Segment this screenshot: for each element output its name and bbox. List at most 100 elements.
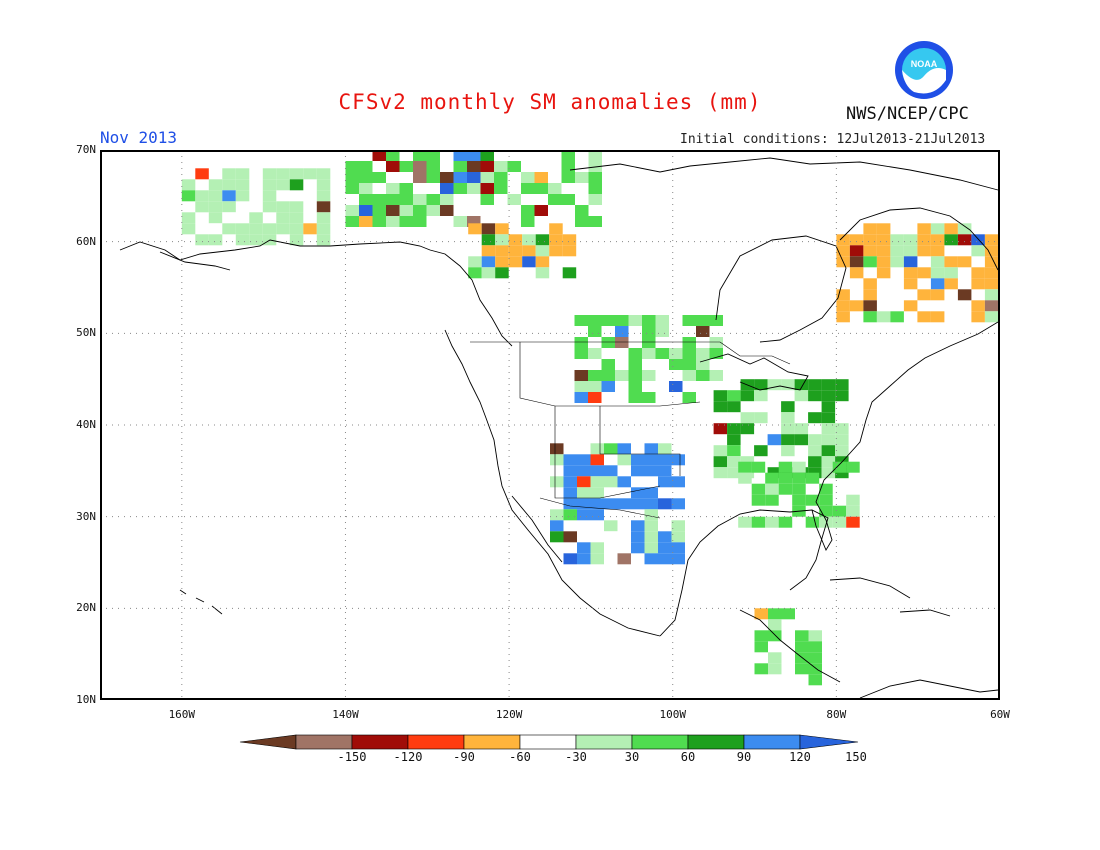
anomaly-cell xyxy=(890,256,904,268)
anomaly-cell xyxy=(181,212,196,224)
anomaly-cell xyxy=(604,476,618,488)
anomaly-cell xyxy=(751,483,766,495)
anomaly-cell xyxy=(468,256,482,268)
colorbar-tick-label: -120 xyxy=(393,750,423,764)
anomaly-cell xyxy=(467,216,481,227)
chart-title: CFSv2 monthly SM anomalies (mm) xyxy=(338,90,762,114)
anomaly-cell xyxy=(359,205,373,216)
anomaly-cell xyxy=(944,278,958,290)
anomaly-cell xyxy=(644,498,658,510)
anomaly-cell xyxy=(617,553,631,565)
anomaly-cell xyxy=(413,216,427,227)
lat-label: 10N xyxy=(76,693,96,706)
anomaly-cell xyxy=(795,619,809,631)
anomaly-cell xyxy=(863,256,877,268)
lon-label: 100W xyxy=(659,708,686,721)
anomaly-cell xyxy=(835,434,849,446)
anomaly-cell xyxy=(944,267,958,279)
anomaly-cell xyxy=(765,516,779,528)
anomaly-cell xyxy=(588,216,602,227)
anomaly-cell xyxy=(303,223,317,235)
anomaly-cell xyxy=(644,454,658,466)
anomaly-cell xyxy=(467,183,481,194)
anomaly-cell xyxy=(550,454,564,466)
anomaly-cell xyxy=(235,234,250,246)
anomaly-cell xyxy=(765,483,779,495)
anomaly-cell xyxy=(481,234,496,246)
lat-label: 20N xyxy=(76,601,96,615)
anomaly-cell xyxy=(984,311,999,323)
anomaly-cell xyxy=(849,300,864,312)
anomaly-cell xyxy=(563,509,577,521)
anomaly-cell xyxy=(658,476,672,488)
anomaly-cell xyxy=(832,505,847,517)
anomaly-cell xyxy=(696,359,710,370)
anomaly-cell xyxy=(262,223,277,235)
anomaly-cell xyxy=(575,172,589,183)
anomaly-cell xyxy=(836,311,850,323)
colorbar-tick-label: -30 xyxy=(565,750,587,764)
anomaly-cell xyxy=(903,234,918,246)
anomaly-cell xyxy=(971,234,985,246)
anomaly-cell xyxy=(604,498,618,510)
anomaly-cell xyxy=(590,509,604,521)
anomaly-cell xyxy=(957,289,972,301)
anomaly-cell xyxy=(590,476,604,488)
anomaly-cell xyxy=(563,531,577,543)
anomaly-cell xyxy=(727,390,741,402)
anomaly-cell xyxy=(574,337,588,348)
anomaly-cell xyxy=(631,465,645,477)
anomaly-cell xyxy=(808,379,822,391)
anomaly-cell xyxy=(795,630,809,642)
anomaly-cell xyxy=(821,445,836,457)
anomaly-cell xyxy=(316,201,331,213)
anomaly-cell xyxy=(631,531,645,543)
anomaly-cell xyxy=(903,300,918,312)
anomaly-cell xyxy=(577,487,591,499)
anomaly-cell xyxy=(615,337,629,348)
anomaly-cell xyxy=(399,205,413,216)
colorbar-tick-label: 30 xyxy=(624,750,640,764)
lat-label: 70N xyxy=(76,143,96,156)
anomaly-cell xyxy=(208,212,223,224)
anomaly-cell xyxy=(577,498,591,510)
anomaly-cell xyxy=(658,553,672,565)
anomaly-cell xyxy=(903,278,918,290)
anomaly-cell xyxy=(669,359,683,370)
anomaly-cell xyxy=(535,256,550,268)
anomaly-cell xyxy=(575,216,589,227)
anomaly-cell xyxy=(426,150,440,161)
anomaly-cell xyxy=(601,359,615,370)
anomaly-cell xyxy=(574,392,588,403)
anomaly-cell xyxy=(590,553,604,565)
anomaly-cell xyxy=(522,234,536,246)
colorbar-segment xyxy=(463,734,521,750)
anomaly-cell xyxy=(534,172,548,183)
anomaly-cell xyxy=(359,216,373,227)
anomaly-cell xyxy=(917,223,931,235)
anomaly-cell xyxy=(930,256,945,268)
anomaly-cell xyxy=(563,487,577,499)
anomaly-cell xyxy=(574,348,588,359)
anomaly-cell xyxy=(957,256,972,268)
anomaly-cell xyxy=(754,630,768,642)
anomaly-cell xyxy=(738,516,752,528)
anomaly-cell xyxy=(713,456,728,468)
anomaly-cell xyxy=(808,412,822,424)
anomaly-cell xyxy=(481,256,496,268)
anomaly-cell xyxy=(808,456,822,468)
noaa-logo: NOAA xyxy=(895,41,953,99)
anomaly-cell xyxy=(655,348,669,359)
anomaly-cell xyxy=(671,498,685,510)
anomaly-cell xyxy=(644,542,658,554)
anomaly-cell xyxy=(792,483,806,495)
anomaly-cell xyxy=(426,172,440,183)
anomaly-cell xyxy=(386,205,400,216)
anomaly-cell xyxy=(917,267,931,279)
anomaly-cell xyxy=(778,516,793,528)
anomaly-cell xyxy=(849,267,864,279)
anomaly-cell xyxy=(195,234,209,246)
anomaly-cell xyxy=(903,256,918,268)
anomaly-cell xyxy=(604,443,618,455)
anomaly-cell xyxy=(713,401,728,413)
